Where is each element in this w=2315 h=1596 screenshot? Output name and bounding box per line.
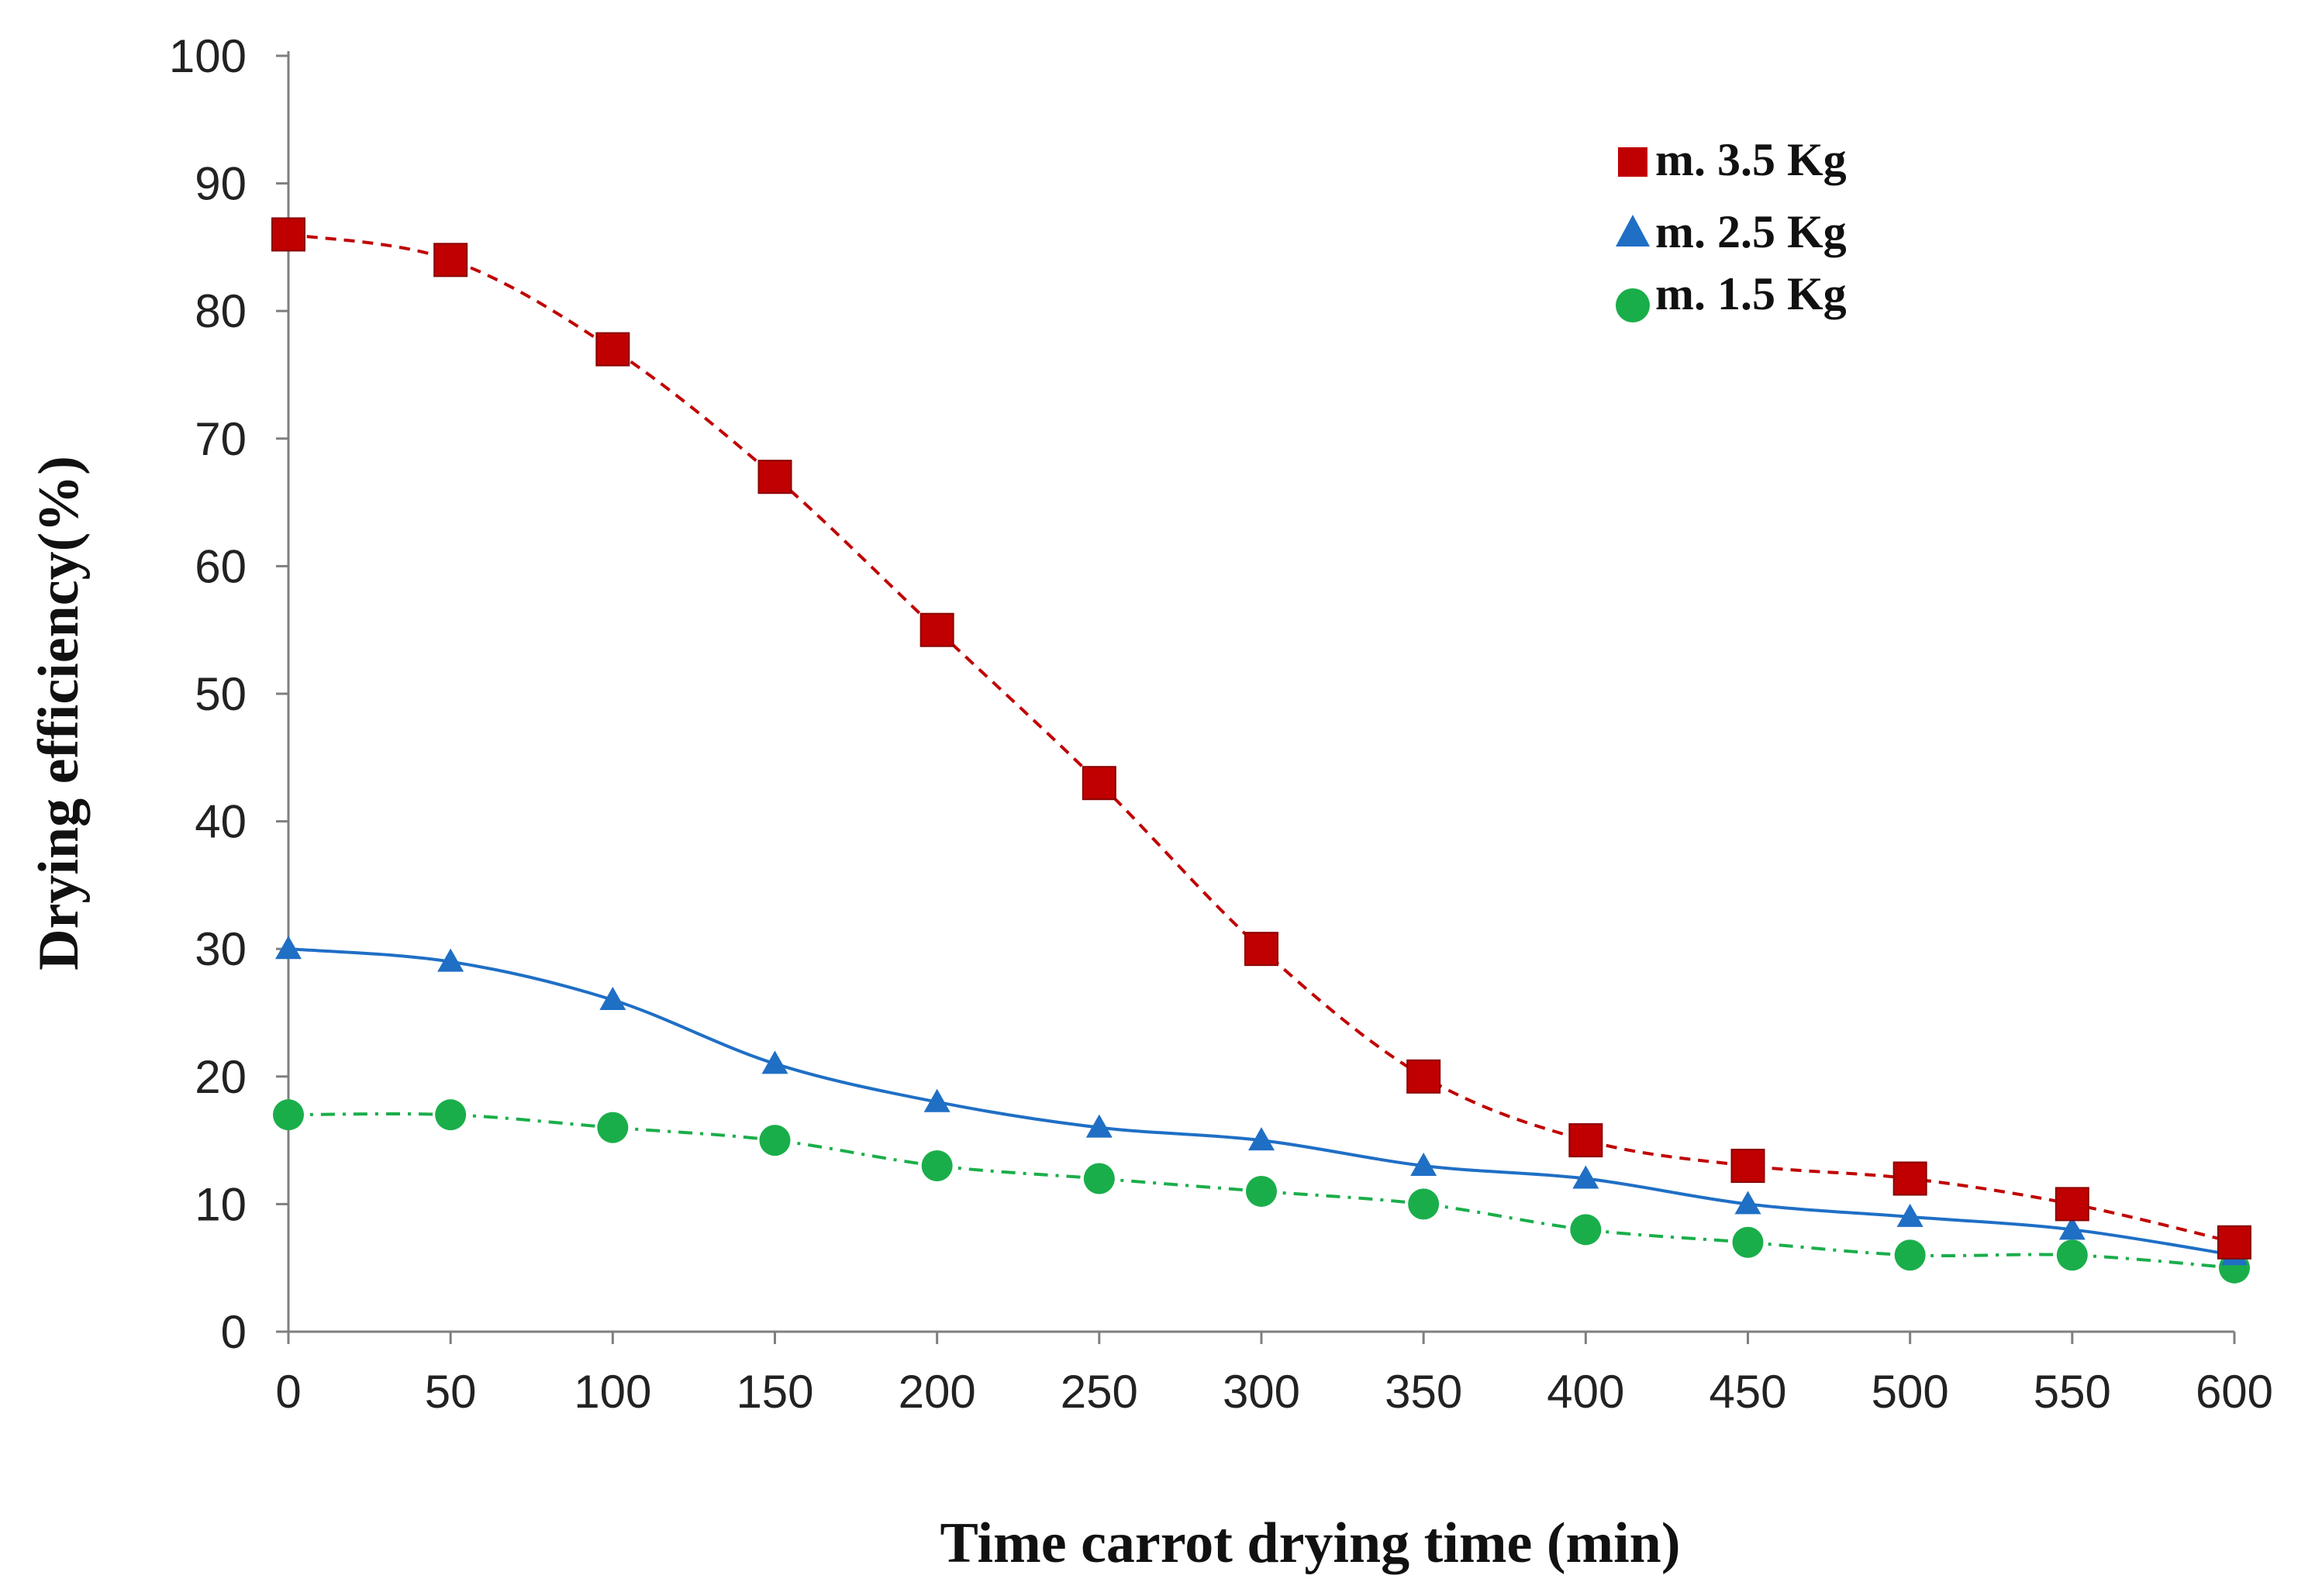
- x-tick-label: 550: [2034, 1366, 2111, 1418]
- data-point: [2056, 1239, 2088, 1271]
- data-point: [1730, 1149, 1765, 1184]
- x-tick-label: 200: [899, 1366, 976, 1418]
- data-point: [1082, 766, 1116, 801]
- x-tick-label: 250: [1061, 1366, 1138, 1418]
- legend-item-2-5kg: m. 2.5 Kg: [1616, 206, 1847, 257]
- series-m-2-5-kg: [275, 936, 2248, 1266]
- data-point: [1892, 1161, 1927, 1196]
- y-tick-label: 0: [221, 1306, 247, 1358]
- x-tick-label: 400: [1547, 1366, 1624, 1418]
- data-point: [921, 1150, 953, 1182]
- legend-item-3-5kg: m. 3.5 Kg: [1618, 134, 1847, 185]
- data-point: [1085, 1114, 1113, 1138]
- y-tick-label: 100: [169, 30, 247, 82]
- x-tick-label: 300: [1223, 1366, 1300, 1418]
- y-tick-label: 80: [195, 285, 247, 337]
- legend-marker-square: [1618, 147, 1647, 177]
- data-point: [1572, 1165, 1599, 1189]
- data-point: [1734, 1191, 1761, 1215]
- data-point: [757, 460, 792, 495]
- y-tick-label: 70: [195, 413, 247, 465]
- data-point: [275, 936, 302, 960]
- series-layer: [271, 217, 2251, 1284]
- y-tick-label: 30: [195, 923, 247, 975]
- data-point: [597, 1112, 629, 1143]
- x-tick-label: 600: [2196, 1366, 2273, 1418]
- data-point: [2055, 1187, 2089, 1222]
- data-point: [595, 332, 630, 367]
- data-point: [1894, 1239, 1926, 1271]
- data-point: [435, 1099, 467, 1131]
- x-tick-label: 450: [1709, 1366, 1786, 1418]
- y-tick-label: 90: [195, 158, 247, 210]
- x-tick-label: 100: [574, 1366, 651, 1418]
- data-point: [599, 987, 626, 1011]
- y-tick-label: 50: [195, 668, 247, 720]
- data-point: [1244, 932, 1278, 967]
- y-axis-ticks: 0 10 20 30 40 50 60 70 80 90 100: [169, 30, 288, 1358]
- x-tick-label: 50: [425, 1366, 477, 1418]
- y-tick-label: 60: [195, 540, 247, 592]
- data-point: [1568, 1123, 1603, 1158]
- data-point: [1570, 1214, 1602, 1246]
- legend-marker-circle: [1616, 288, 1650, 322]
- y-tick-label: 40: [195, 796, 247, 848]
- legend: m. 3.5 Kg m. 2.5 Kg m. 1.5 Kg: [1616, 134, 1847, 322]
- data-point: [437, 948, 464, 972]
- data-point: [923, 1088, 950, 1112]
- x-tick-label: 350: [1385, 1366, 1462, 1418]
- data-point: [1246, 1175, 1277, 1207]
- data-point: [1248, 1127, 1275, 1151]
- legend-label-1-5kg: m. 1.5 Kg: [1655, 268, 1847, 319]
- legend-marker-triangle: [1616, 215, 1650, 246]
- y-tick-label: 10: [195, 1178, 247, 1230]
- data-point: [1083, 1163, 1115, 1194]
- x-tick-label: 500: [1872, 1366, 1949, 1418]
- data-point: [761, 1050, 788, 1074]
- data-point: [1406, 1059, 1441, 1094]
- data-point: [273, 1099, 304, 1131]
- y-tick-label: 20: [195, 1051, 247, 1103]
- series-m-3-5-kg: [271, 217, 2251, 1260]
- data-point: [433, 243, 468, 277]
- data-point: [271, 217, 305, 252]
- x-tick-label: 150: [736, 1366, 813, 1418]
- legend-label-2-5kg: m. 2.5 Kg: [1655, 206, 1847, 257]
- data-point: [1732, 1226, 1764, 1258]
- data-point: [1896, 1203, 1923, 1227]
- data-point: [2058, 1216, 2086, 1240]
- x-axis-title: Time carrot drying time (min): [940, 1512, 1681, 1575]
- data-point: [919, 612, 954, 647]
- data-point: [2217, 1225, 2251, 1260]
- y-axis-title: Drying efficiency(%): [27, 456, 91, 970]
- x-axis-ticks: 0 50 100 150 200 250 300 350 400 450 500 550 600: [275, 1332, 2273, 1418]
- data-point: [1410, 1153, 1437, 1177]
- data-point: [1408, 1188, 1440, 1220]
- legend-item-1-5kg: m. 1.5 Kg: [1616, 268, 1847, 322]
- legend-label-3-5kg: m. 3.5 Kg: [1655, 134, 1847, 185]
- x-tick-label: 0: [275, 1366, 301, 1418]
- data-point: [759, 1125, 791, 1156]
